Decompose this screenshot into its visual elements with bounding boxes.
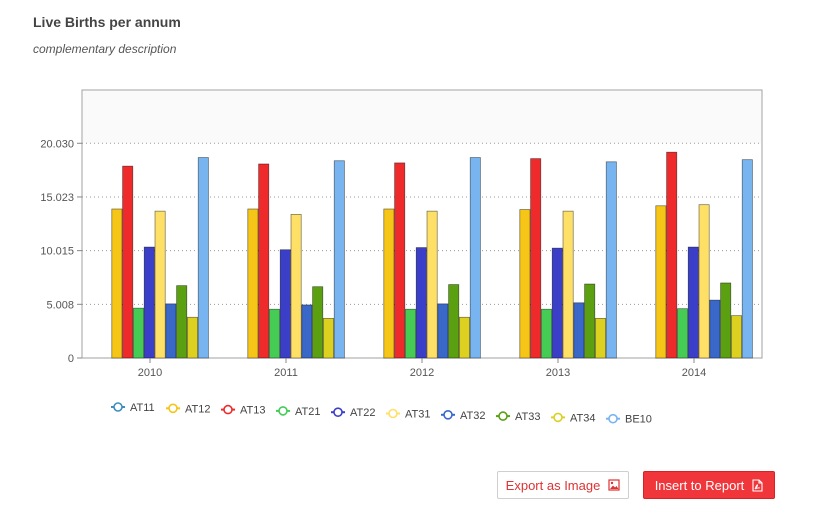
y-tick-label: 20.030: [40, 138, 74, 150]
legend-marker: [333, 407, 343, 418]
bar-at13-2011[interactable]: [258, 163, 270, 359]
bar-at31-2013[interactable]: [562, 210, 574, 359]
bar-be10-2014[interactable]: [741, 159, 753, 359]
y-tick-label: 5.008: [46, 299, 74, 311]
legend-label: AT12: [185, 403, 210, 415]
bar-at12-2011[interactable]: [247, 208, 259, 359]
x-tick-label: 2011: [274, 367, 298, 379]
pdf-icon: [752, 478, 763, 492]
x-tick-label: 2014: [682, 367, 706, 379]
bar-at34-2014[interactable]: [731, 315, 742, 359]
bar-at34-2011[interactable]: [323, 317, 334, 359]
export-image-button[interactable]: Export as Image: [497, 471, 629, 499]
plot-band: [83, 91, 761, 144]
legend-item-at11[interactable]: AT11: [111, 402, 155, 414]
bar-at22-2010[interactable]: [143, 246, 155, 359]
legend-item-at33[interactable]: AT33: [496, 411, 540, 423]
chart-subtitle: complementary description: [33, 42, 177, 56]
bar-at21-2010[interactable]: [133, 307, 144, 359]
legend-item-at12[interactable]: AT12: [166, 403, 210, 415]
bar-at34-2010[interactable]: [187, 316, 198, 359]
y-tick-label: 10.015: [40, 246, 74, 258]
chart-title: Live Births per annum: [33, 14, 181, 30]
legend-item-at22[interactable]: AT22: [331, 407, 375, 419]
bar-at21-2014[interactable]: [677, 308, 688, 359]
bar-at34-2013[interactable]: [595, 317, 606, 359]
legend-marker: [223, 404, 233, 415]
insert-label: Insert to Report: [654, 477, 745, 493]
legend-label: AT13: [240, 405, 265, 417]
legend-item-at34[interactable]: AT34: [551, 412, 595, 424]
bar-at33-2014[interactable]: [720, 282, 732, 359]
legend-marker: [168, 403, 178, 414]
bar-at32-2010[interactable]: [165, 303, 177, 359]
bar-at12-2014[interactable]: [655, 205, 667, 359]
legend-label: AT21: [295, 406, 320, 418]
legend-marker: [113, 402, 123, 412]
export-label: Export as Image: [505, 477, 601, 493]
legend-item-at21[interactable]: AT21: [276, 406, 320, 418]
bar-be10-2012[interactable]: [469, 157, 481, 359]
bar-at33-2010[interactable]: [176, 285, 188, 359]
x-tick-label: 2013: [546, 367, 570, 379]
legend-marker: [608, 413, 618, 424]
bar-at22-2012[interactable]: [415, 247, 427, 359]
image-icon: [608, 479, 620, 491]
bar-at12-2013[interactable]: [519, 209, 531, 359]
legend-marker: [498, 411, 508, 421]
bar-be10-2011[interactable]: [333, 160, 345, 359]
bar-at13-2012[interactable]: [394, 162, 406, 359]
bar-at34-2012[interactable]: [459, 316, 470, 359]
bar-be10-2013[interactable]: [605, 161, 617, 359]
bar-at33-2013[interactable]: [584, 283, 596, 359]
bar-at22-2011[interactable]: [279, 249, 291, 359]
legend-label: AT31: [405, 409, 430, 421]
legend-label: AT32: [460, 410, 485, 422]
bar-at13-2014[interactable]: [666, 151, 678, 359]
bar-at31-2012[interactable]: [426, 210, 438, 359]
bar-at31-2014[interactable]: [698, 204, 710, 359]
legend-label: AT22: [350, 407, 375, 419]
insert-report-button[interactable]: Insert to Report: [643, 471, 775, 499]
bar-chart: 0 5.008 10.015 15.023 20.030 2010 2011 2012 2013…: [40, 89, 763, 426]
bar-at22-2013[interactable]: [551, 247, 563, 359]
bar-at22-2014[interactable]: [687, 246, 699, 359]
legend-label: AT34: [570, 412, 595, 424]
x-tick-label: 2012: [410, 367, 434, 379]
bar-at32-2011[interactable]: [301, 304, 313, 359]
y-tick-label: 15.023: [40, 192, 74, 204]
bar-at12-2012[interactable]: [383, 208, 395, 359]
bar-at33-2012[interactable]: [448, 284, 460, 359]
legend-item-be10[interactable]: BE10: [606, 414, 652, 426]
bar-at21-2011[interactable]: [269, 308, 280, 359]
bar-at32-2012[interactable]: [437, 303, 449, 359]
bar-be10-2010[interactable]: [197, 157, 209, 359]
legend-marker: [388, 408, 398, 419]
bar-at31-2010[interactable]: [154, 210, 166, 359]
legend-label: BE10: [625, 414, 652, 426]
bar-at12-2010[interactable]: [111, 208, 123, 359]
x-tick-label: 2010: [138, 367, 162, 379]
legend-item-at13[interactable]: AT13: [221, 405, 265, 417]
legend-marker: [443, 409, 453, 420]
bar-at32-2013[interactable]: [573, 302, 585, 359]
y-tick-label: 0: [68, 353, 74, 365]
legend-marker: [553, 412, 563, 423]
legend-label: AT33: [515, 411, 540, 423]
bar-at13-2013[interactable]: [530, 158, 542, 359]
bar-at21-2012[interactable]: [405, 308, 416, 359]
bar-at13-2010[interactable]: [122, 165, 134, 359]
legend-item-at31[interactable]: AT31: [386, 409, 430, 421]
legend-item-at32[interactable]: AT32: [441, 410, 485, 422]
bar-at21-2013[interactable]: [541, 308, 552, 359]
legend-marker: [278, 406, 288, 416]
bar-at33-2011[interactable]: [312, 286, 324, 359]
bar-at31-2011[interactable]: [290, 214, 302, 359]
bar-at32-2014[interactable]: [709, 299, 721, 359]
legend-label: AT11: [130, 402, 155, 414]
